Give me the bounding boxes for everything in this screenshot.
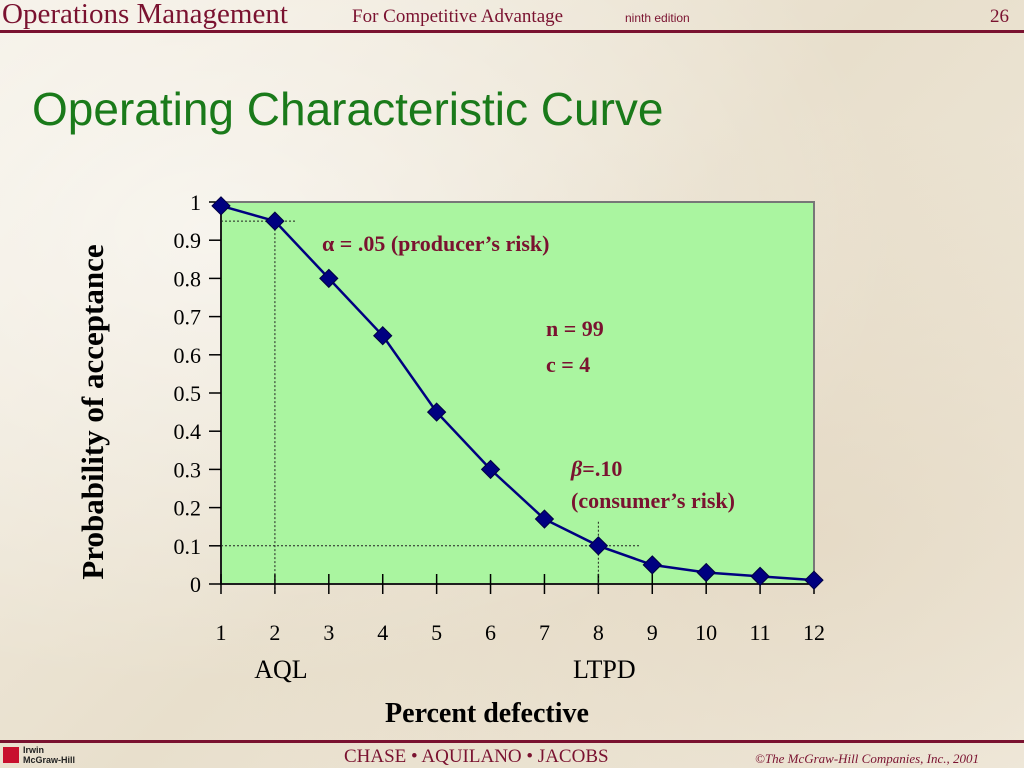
header-rule bbox=[0, 30, 1024, 33]
x-tick-label: 6 bbox=[485, 620, 496, 645]
slide-title: Operating Characteristic Curve bbox=[32, 83, 664, 135]
slide-header: Operations Management For Competitive Ad… bbox=[0, 0, 1024, 32]
data-point bbox=[211, 196, 231, 216]
y-tick-label: 0.3 bbox=[174, 457, 202, 482]
data-point bbox=[480, 459, 501, 480]
authors-footer: CHASE • AQUILANO • JACOBS bbox=[344, 746, 609, 767]
y-tick-label: 1 bbox=[190, 190, 201, 215]
consumer-risk-annotation: (consumer’s risk) bbox=[571, 488, 735, 513]
publisher-logo: Irwin McGraw-Hill bbox=[3, 745, 93, 765]
y-tick-label: 0.1 bbox=[174, 534, 202, 559]
data-point bbox=[265, 211, 285, 231]
y-tick-label: 0.5 bbox=[174, 381, 202, 406]
x-axis-label: Percent defective bbox=[385, 698, 589, 729]
footer-rule bbox=[0, 740, 1024, 743]
beta-annotation: β=.10 bbox=[570, 456, 622, 481]
data-point bbox=[319, 268, 339, 289]
data-point bbox=[534, 509, 555, 529]
publisher-logo-text: Irwin McGraw-Hill bbox=[23, 745, 76, 765]
data-point bbox=[642, 555, 662, 575]
y-tick-label: 0.8 bbox=[174, 266, 202, 291]
copyright-notice: ©The McGraw-Hill Companies, Inc., 2001 bbox=[755, 751, 979, 766]
x-tick-label: 5 bbox=[431, 620, 442, 645]
x-tick-label: 2 bbox=[269, 620, 280, 645]
x-tick-label: 9 bbox=[647, 620, 658, 645]
sample-size-annotation: n = 99 bbox=[546, 316, 604, 341]
book-edition: ninth edition bbox=[625, 11, 690, 25]
acceptance-number-annotation: c = 4 bbox=[546, 352, 590, 377]
x-tick-label: 12 bbox=[803, 620, 825, 645]
data-point bbox=[426, 402, 447, 422]
page-number: 26 bbox=[990, 6, 1009, 27]
x-tick-label: 8 bbox=[593, 620, 604, 645]
y-tick-label: 0.4 bbox=[174, 419, 202, 444]
y-tick-label: 0.7 bbox=[174, 305, 202, 330]
x-tick-label: 1 bbox=[216, 620, 227, 645]
y-tick-label: 0 bbox=[190, 572, 201, 597]
y-tick-label: 0.2 bbox=[174, 496, 202, 521]
book-subtitle: For Competitive Advantage bbox=[352, 6, 564, 27]
data-point bbox=[373, 325, 393, 346]
y-tick-label: 0.9 bbox=[174, 228, 202, 253]
data-point bbox=[750, 566, 770, 587]
data-point bbox=[804, 570, 824, 590]
x-tick-label: 7 bbox=[539, 620, 550, 645]
x-tick-label: 3 bbox=[323, 620, 334, 645]
publisher-logo-mark bbox=[3, 747, 19, 763]
x-tick-label: 4 bbox=[377, 620, 388, 645]
plot-area bbox=[220, 201, 815, 585]
y-tick-label: 0.6 bbox=[174, 343, 202, 368]
x-tick-label: 10 bbox=[695, 620, 717, 645]
x-tick-label: 11 bbox=[749, 620, 770, 645]
data-point bbox=[696, 562, 716, 583]
book-title: Operations Management bbox=[2, 0, 288, 30]
data-point bbox=[588, 536, 609, 556]
x-marker-aql: AQL bbox=[254, 655, 307, 684]
x-marker-ltpd: LTPD bbox=[573, 655, 636, 684]
alpha-annotation: α = .05 (producer’s risk) bbox=[322, 231, 549, 256]
